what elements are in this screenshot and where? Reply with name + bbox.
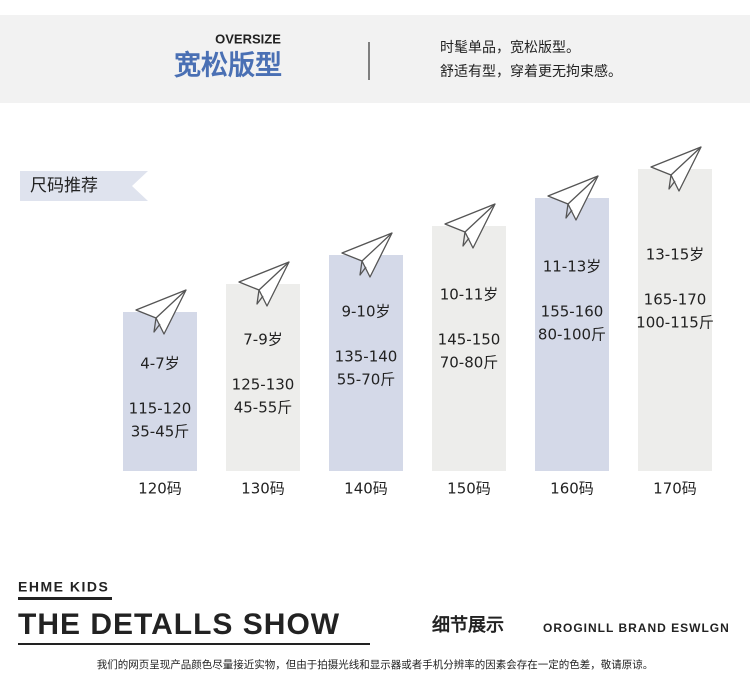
- plane-fold: [256, 261, 290, 305]
- size-label: 140码: [344, 480, 388, 498]
- height: 125-130: [232, 376, 295, 394]
- size-column: [638, 169, 712, 471]
- paper-plane: [444, 203, 496, 249]
- paper-plane: [650, 146, 702, 192]
- height: 145-150: [438, 331, 501, 349]
- size-columns: 4-7岁 115-120 35-45斤 120码 7-9岁 125-130 45-55斤 13…: [123, 146, 714, 498]
- paper-plane: [547, 175, 599, 221]
- brand-underline: [18, 597, 112, 600]
- header-label: OVERSIZE: [215, 31, 281, 46]
- size-column: [535, 198, 609, 471]
- header-line: 时髦单品，宽松版型。: [440, 39, 580, 56]
- size-label: 150码: [447, 480, 491, 498]
- size-label: 170码: [653, 480, 697, 498]
- size-label: 120码: [138, 480, 182, 498]
- plane-fold: [668, 146, 702, 190]
- height: 135-140: [335, 348, 398, 366]
- size-column: [226, 284, 300, 471]
- size-column: [123, 312, 197, 471]
- section-label: 尺码推荐: [30, 176, 98, 196]
- height: 155-160: [541, 303, 604, 321]
- age: 10-11岁: [440, 286, 499, 304]
- height: 115-120: [129, 400, 192, 418]
- paper-plane: [238, 261, 290, 307]
- footer-brand-line: OROGINLL BRAND ESWLGN: [543, 621, 730, 635]
- header-title: 宽松版型: [174, 50, 282, 82]
- plane-fold: [153, 289, 187, 333]
- plane-fold: [565, 175, 599, 219]
- section-tag: [20, 171, 148, 201]
- weight: 100-115斤: [636, 314, 714, 332]
- footer-title: THE DETALLS SHOW: [18, 608, 340, 641]
- weight: 45-55斤: [234, 399, 293, 417]
- age: 11-13岁: [543, 258, 602, 276]
- header-band: [0, 15, 750, 103]
- weight: 55-70斤: [337, 371, 396, 389]
- height: 165-170: [644, 291, 707, 309]
- plane-fold: [462, 203, 496, 247]
- age: 9-10岁: [341, 303, 390, 321]
- title-underline: [18, 643, 370, 645]
- weight: 35-45斤: [131, 423, 190, 441]
- footer-note: 我们的网页呈现产品颜色尽量接近实物，但由于拍摄光线和显示器或者手机分辨率的因素会…: [97, 658, 654, 671]
- plane-fold: [359, 232, 393, 276]
- age: 4-7岁: [140, 355, 180, 373]
- footer-subtitle: 细节展示: [432, 614, 504, 636]
- size-label: 160码: [550, 480, 594, 498]
- weight: 80-100斤: [538, 326, 606, 344]
- size-label: 130码: [241, 480, 285, 498]
- paper-plane: [135, 289, 187, 335]
- size-column: [329, 255, 403, 471]
- age: 7-9岁: [243, 331, 283, 349]
- size-column: [432, 226, 506, 471]
- weight: 70-80斤: [440, 354, 499, 372]
- header-line: 舒适有型，穿着更无拘束感。: [440, 63, 622, 80]
- footer-brand: EHME KIDS: [18, 579, 109, 595]
- age: 13-15岁: [646, 246, 705, 264]
- paper-plane: [341, 232, 393, 278]
